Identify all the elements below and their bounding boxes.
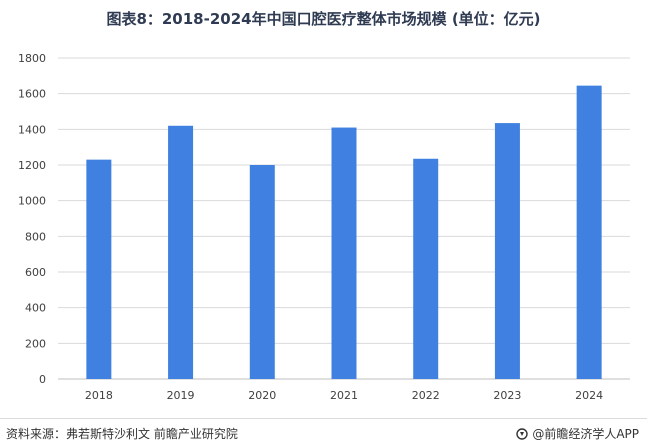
y-tick-label: 1200 (18, 159, 46, 172)
y-tick-label: 600 (25, 266, 46, 279)
x-tick-label: 2024 (575, 389, 603, 402)
bar-2024 (576, 85, 602, 380)
y-tick-label: 1400 (18, 123, 46, 136)
x-tick-label: 2021 (330, 389, 358, 402)
source-text: 资料来源：弗若斯特沙利文 前瞻产业研究院 (6, 427, 238, 441)
x-tick-label: 2018 (85, 389, 113, 402)
bar-2020 (249, 165, 275, 379)
bar-2019 (168, 125, 194, 380)
x-tick-label: 2022 (412, 389, 440, 402)
chart-title: 图表8：2018-2024年中国口腔医疗整体市场规模 (单位：亿元) (106, 10, 541, 28)
y-tick-label: 1800 (18, 52, 46, 65)
y-tick-label: 800 (25, 230, 46, 243)
y-tick-label: 1000 (18, 195, 46, 208)
y-tick-label: 0 (39, 373, 46, 386)
x-tick-label: 2020 (248, 389, 276, 402)
x-tick-label: 2019 (167, 389, 195, 402)
brand: @前瞻经济学人APP (516, 425, 639, 442)
qianzhan-logo-icon (516, 427, 529, 440)
bar-2022 (413, 158, 439, 379)
bars (86, 85, 602, 380)
y-tick-labels: 0 200 400 600 800 1000 1200 1400 1600 1800 (18, 52, 46, 386)
footer: 资料来源：弗若斯特沙利文 前瞻产业研究院 @前瞻经济学人APP (0, 418, 647, 445)
x-tick-labels: 2018 2019 2020 2021 2022 2023 2024 (85, 389, 603, 402)
y-tick-label: 200 (25, 337, 46, 350)
brand-text: @前瞻经济学人APP (532, 427, 639, 441)
bar-2023 (494, 123, 520, 379)
bar-2018 (86, 159, 112, 379)
y-tick-label: 1600 (18, 88, 46, 101)
x-tick-label: 2023 (493, 389, 521, 402)
y-tick-label: 400 (25, 302, 46, 315)
bar-2021 (331, 127, 357, 379)
